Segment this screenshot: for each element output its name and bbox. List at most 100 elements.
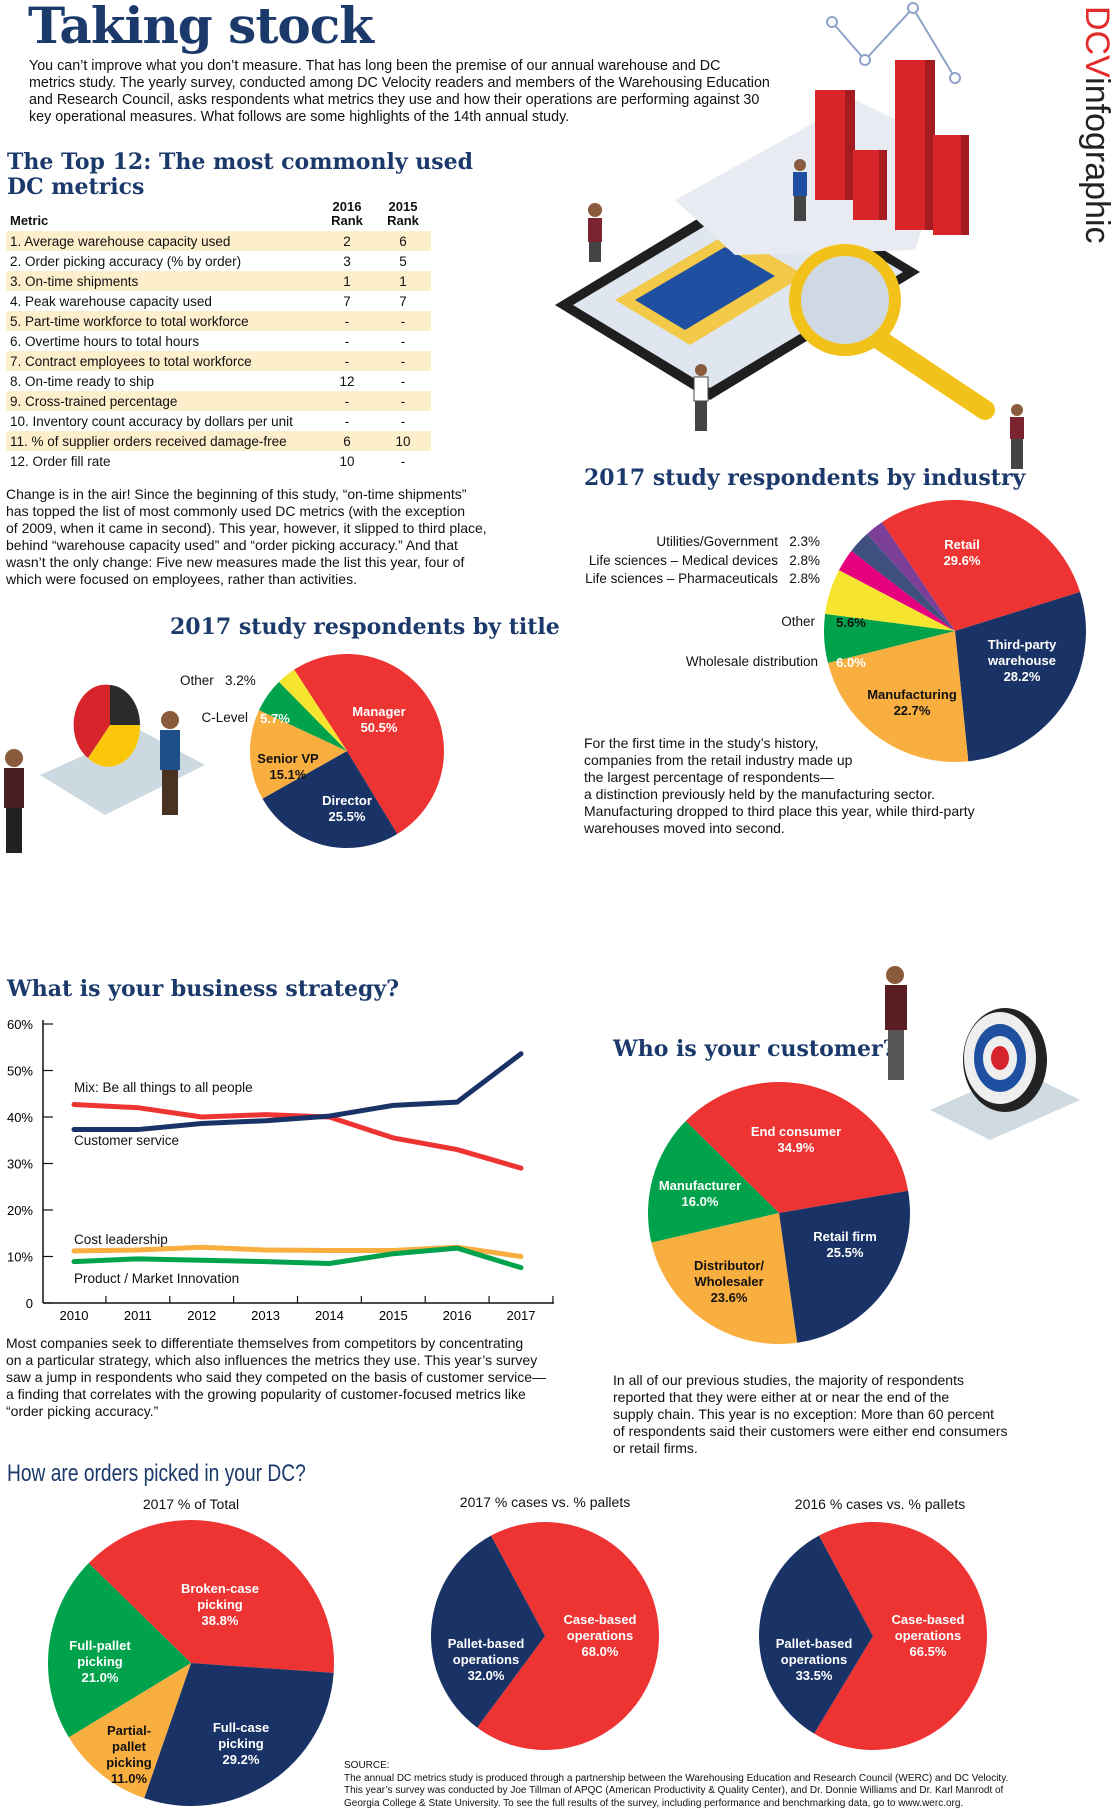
- rank-2016-cell: 7: [343, 293, 351, 309]
- series-label-customer-service: Customer service: [74, 1133, 180, 1148]
- picking-heading: How are orders picked in your DC?: [7, 1460, 306, 1487]
- metric-cell: 12. Order fill rate: [10, 453, 111, 469]
- x-tick-label: 2011: [124, 1308, 152, 1323]
- pie-slice-life-sciences-medical-devices: [851, 533, 955, 631]
- rank-2016-cell: 1: [319, 271, 375, 291]
- source-text: The annual DC metrics study is produced …: [344, 1772, 1009, 1809]
- warehouse-illustration: [555, 2, 1024, 469]
- series-label-mix: Mix: Be all things to all people: [74, 1080, 253, 1095]
- picking-2017-pie-chart: [431, 1522, 659, 1750]
- pie-slice-senior-vp: [250, 710, 347, 799]
- series-label-cost-leadership: Cost leadership: [74, 1232, 168, 1247]
- pie-slice-manager: [294, 653, 445, 834]
- pie-slice-case-based-operations: [477, 1522, 659, 1750]
- pie-slice-director: [262, 751, 398, 848]
- table-row: 2. Order picking accuracy (% by order) 3 5: [6, 251, 431, 271]
- metric-cell: 8. On-time ready to ship: [10, 373, 155, 389]
- col-2016-rank: 2016 Rank: [331, 199, 363, 228]
- pie-label-end-consumer: End consumer 34.9%: [750, 1124, 842, 1155]
- pie-label-medical: Life sciences – Medical devices 2.8%: [588, 553, 820, 568]
- pie-label-manufacturing: Manufacturing 22.7%: [867, 687, 957, 718]
- page-title: Taking stock: [28, 0, 374, 55]
- pie-slice-case-based-operations: [814, 1522, 987, 1750]
- pie-slice-c-level: [259, 681, 347, 751]
- y-tick-label: 50%: [7, 1064, 33, 1079]
- x-tick-label: 2012: [187, 1308, 216, 1323]
- pie-slice-pallet-based-operations: [759, 1535, 873, 1734]
- pie-label-broken-case: Broken-case picking 38.8%: [180, 1581, 260, 1628]
- rank-2016-cell: 12: [339, 373, 355, 389]
- brand-infographic: infographic: [1078, 77, 1116, 244]
- picking-pie3-subtitle: 2016 % cases vs. % pallets: [794, 1496, 966, 1512]
- top12-table: Metric 2016 Rank 2015 Rank 1. Average wa…: [6, 200, 431, 471]
- customer-heading: Who is your customer?: [613, 1036, 896, 1062]
- pie-label-manager: Manager 50.5%: [352, 704, 406, 735]
- rank-2015-cell: 10: [375, 431, 431, 451]
- rank-2016-cell: 2: [319, 231, 375, 251]
- rank-2016-cell: -: [344, 413, 350, 429]
- pie-slice-full-case-picking: [144, 1663, 334, 1806]
- pie-value-wholesale: 6.0%: [836, 655, 866, 670]
- series-label-product-innovation: Product / Market Innovation: [74, 1271, 240, 1286]
- target-illustration: [885, 966, 1080, 1140]
- pie-label-pharma: Life sciences – Pharmaceuticals 2.8%: [585, 571, 820, 586]
- source-block: SOURCE: The annual DC metrics study is p…: [344, 1760, 1008, 1810]
- person-icon: [885, 966, 907, 1080]
- pie-label-full-pallet: Full-pallet picking 21.0%: [69, 1638, 131, 1685]
- picking-total-pie-chart: [48, 1520, 334, 1806]
- y-tick-label: 10%: [7, 1250, 33, 1265]
- metric-cell: 7. Contract employees to total workforce: [6, 351, 319, 371]
- metric-cell: 4. Peak warehouse capacity used: [10, 293, 212, 309]
- rank-2015-cell: -: [400, 453, 406, 469]
- metric-cell: 11. % of supplier orders received damage…: [6, 431, 319, 451]
- metric-cell: 2. Order picking accuracy (% by order): [10, 253, 242, 269]
- source-label: SOURCE:: [344, 1760, 390, 1771]
- rank-2016-cell: 3: [343, 253, 351, 269]
- pie-slice-broken-case-picking: [88, 1520, 334, 1673]
- person-icon: [588, 159, 1024, 469]
- pie-slice-other: [278, 669, 347, 751]
- col-2015-rank: 2015 Rank: [387, 199, 419, 228]
- industry-pie-chart: [824, 500, 1086, 762]
- industry-pie-heading: 2017 study respondents by industry: [584, 465, 1026, 491]
- rank-2015-cell: 5: [399, 253, 407, 269]
- pie-slice-pallet-based-operations: [431, 1535, 545, 1728]
- rank-2015-cell: -: [375, 391, 431, 411]
- pie-label-partial-pallet: Partial- pallet picking 11.0%: [106, 1723, 152, 1786]
- strategy-line-chart: 0 10% 20% 30% 40% 50% 60% 2010 2011 2012 2013 2014 2…: [7, 1017, 554, 1323]
- pie-presentation-illustration: [4, 684, 205, 853]
- table-header: Metric 2016 Rank 2015 Rank: [6, 200, 431, 231]
- rank-2015-cell: 6: [375, 231, 431, 251]
- customer-paragraph: In all of our previous studies, the majo…: [613, 1372, 1008, 1456]
- pie-slice-utilities-government: [867, 522, 955, 631]
- table-row: 7. Contract employees to total workforce…: [6, 351, 431, 371]
- pie-slice-end-consumer: [685, 1082, 909, 1213]
- y-tick-label: 40%: [7, 1110, 33, 1125]
- picking-pie2-subtitle: 2017 % cases vs. % pallets: [459, 1494, 631, 1510]
- table-row: 4. Peak warehouse capacity used 7 7: [6, 291, 431, 311]
- metric-cell: 1. Average warehouse capacity used: [6, 231, 319, 251]
- x-tick-label: 2014: [315, 1308, 344, 1323]
- series-line-product-market-innovation: [71, 1245, 524, 1271]
- magnifier-icon: [789, 244, 995, 420]
- pie-slice-manufacturer: [648, 1121, 779, 1243]
- y-tick-label: 0: [26, 1296, 33, 1311]
- rank-2015-cell: -: [400, 333, 406, 349]
- table-row: 10. Inventory count accuracy by dollars …: [6, 411, 431, 431]
- pie-chart-icon: [73, 684, 141, 767]
- pie-label-full-case: Full-case picking 29.2%: [212, 1720, 270, 1767]
- top12-title: The Top 12: The most commonly used DC me…: [7, 149, 474, 200]
- x-tick-label: 2017: [507, 1308, 536, 1323]
- pie-label-other: Other 3.2%: [180, 673, 256, 688]
- rank-2016-cell: 6: [319, 431, 375, 451]
- person-icon: [4, 711, 180, 853]
- rank-2016-cell: -: [319, 311, 375, 331]
- pie-label-case-2016: Case-based operations 66.5%: [891, 1612, 965, 1659]
- pie-slice-third-party-warehouse: [955, 591, 1086, 762]
- pie-slice-retail-firm: [779, 1190, 910, 1343]
- title-pie-heading: 2017 study respondents by title: [170, 614, 560, 640]
- y-tick-label: 20%: [7, 1203, 33, 1218]
- pie-label-third-party: Third-party warehouse 28.2%: [987, 637, 1057, 684]
- pie-label-pallet-2017: Pallet-based operations 32.0%: [447, 1636, 525, 1683]
- pie-label-senior-vp: Senior VP 15.1%: [257, 751, 319, 782]
